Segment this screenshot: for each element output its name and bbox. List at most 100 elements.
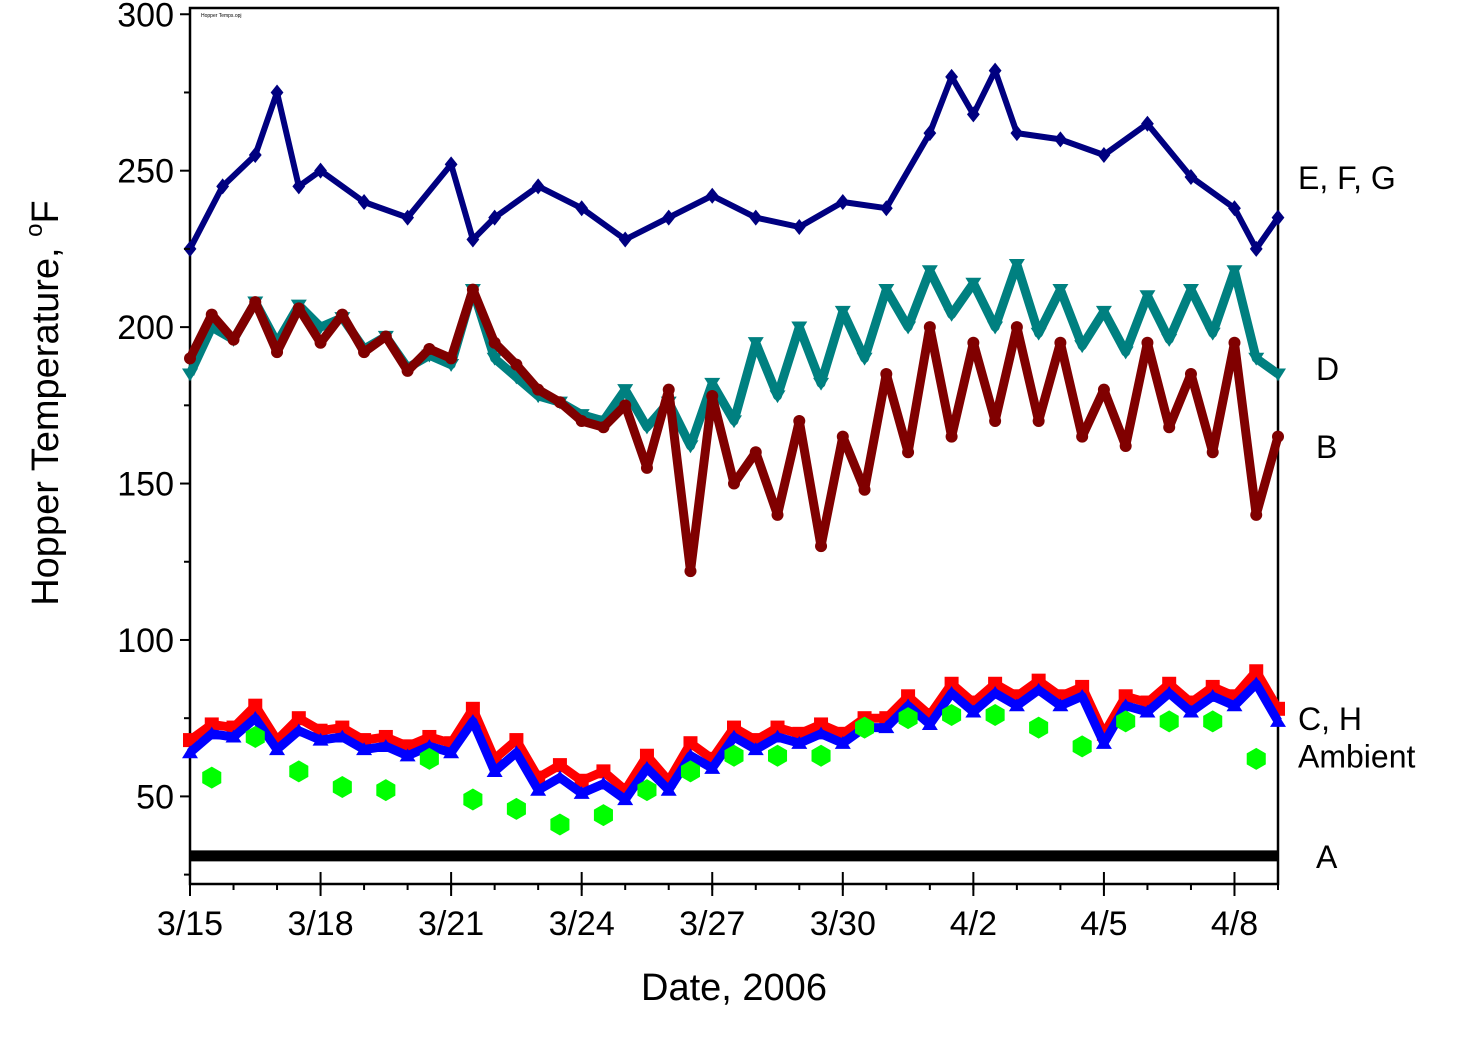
data-point — [488, 336, 501, 349]
data-point — [182, 745, 198, 759]
data-point — [464, 714, 481, 727]
data-point — [855, 716, 875, 739]
x-tick-label: 3/21 — [418, 905, 484, 943]
data-point — [988, 676, 1003, 691]
file-label: Hopper Temps.opj — [201, 13, 242, 19]
data-point — [898, 707, 918, 730]
data-point — [595, 776, 612, 790]
series-label: Ambient — [1298, 739, 1416, 775]
data-point — [314, 162, 327, 179]
data-point — [1163, 421, 1176, 434]
data-point — [987, 321, 1004, 335]
data-point — [813, 726, 830, 740]
data-point — [269, 742, 286, 756]
data-point — [597, 421, 610, 434]
data-point — [249, 296, 262, 309]
data-point — [1249, 664, 1264, 679]
data-point — [989, 414, 1002, 427]
data-point — [858, 483, 871, 496]
data-point — [726, 729, 742, 743]
data-point — [1226, 698, 1243, 712]
data-point — [791, 321, 808, 335]
data-point — [182, 368, 198, 382]
data-point — [312, 321, 329, 335]
x-tick-label: 3/30 — [810, 905, 876, 943]
data-point — [682, 748, 699, 762]
data-point — [638, 421, 655, 435]
data-point — [771, 508, 784, 521]
data-point — [377, 739, 394, 752]
y-axis-title-text: Hopper Temperature, — [25, 237, 67, 606]
data-point — [1271, 209, 1285, 226]
data-point — [985, 704, 1005, 727]
data-point — [550, 813, 570, 836]
x-tick-label: 3/24 — [549, 905, 615, 943]
data-point — [965, 277, 982, 291]
data-point — [486, 352, 503, 366]
data-point — [336, 308, 349, 321]
y-tick-label: 150 — [117, 466, 174, 504]
data-point — [358, 346, 371, 359]
data-point — [1030, 682, 1047, 696]
data-point — [1248, 676, 1265, 690]
data-point — [509, 733, 524, 748]
data-point — [1270, 368, 1286, 382]
data-point — [1076, 430, 1089, 443]
data-point — [204, 717, 219, 732]
data-point — [943, 685, 960, 699]
data-point — [593, 804, 613, 827]
data-point — [488, 209, 502, 226]
data-point — [271, 346, 284, 359]
data-point — [1270, 714, 1286, 727]
series-group — [184, 283, 1284, 578]
data-point — [813, 377, 830, 391]
data-point — [1010, 321, 1023, 334]
data-point — [1250, 508, 1263, 521]
data-point — [945, 68, 958, 85]
data-point — [379, 330, 392, 343]
data-point — [314, 336, 327, 349]
data-point — [1226, 265, 1243, 278]
data-marks — [182, 62, 1286, 862]
data-point — [466, 283, 479, 296]
data-point — [1228, 336, 1241, 349]
data-point — [1072, 735, 1092, 758]
data-point — [508, 745, 525, 759]
data-point — [1119, 440, 1132, 452]
data-point — [1052, 698, 1069, 712]
data-point — [1097, 383, 1110, 396]
data-point — [942, 704, 962, 727]
data-point — [617, 792, 634, 806]
x-tick-label: 4/2 — [950, 905, 997, 943]
data-point — [619, 399, 632, 412]
data-point — [1205, 679, 1220, 694]
data-point — [792, 219, 806, 235]
data-point — [399, 748, 416, 762]
x-tick-label: 3/18 — [287, 905, 353, 943]
data-point — [618, 231, 632, 248]
data-point — [596, 764, 611, 779]
data-point — [1161, 685, 1178, 699]
y-axis-title: Hopper Temperature, oF — [21, 200, 67, 606]
x-axis-title: Date, 2006 — [641, 967, 827, 1009]
data-point — [617, 384, 634, 397]
data-point — [791, 736, 808, 749]
data-point — [724, 744, 744, 767]
data-point — [684, 565, 697, 578]
data-point — [923, 321, 936, 334]
series-line — [187, 67, 1281, 252]
data-point — [1204, 689, 1221, 702]
data-point — [726, 415, 742, 429]
data-point — [1203, 710, 1223, 733]
data-point — [966, 106, 980, 123]
y-tick-label: 300 — [117, 0, 174, 34]
data-point — [1249, 240, 1263, 257]
y-tick-label: 200 — [117, 309, 174, 347]
data-point — [291, 711, 306, 726]
data-point — [1032, 414, 1045, 427]
data-point — [312, 732, 329, 746]
data-point — [900, 321, 917, 335]
data-point — [682, 440, 699, 454]
series-label: A — [1316, 839, 1338, 875]
data-point — [1118, 689, 1133, 704]
